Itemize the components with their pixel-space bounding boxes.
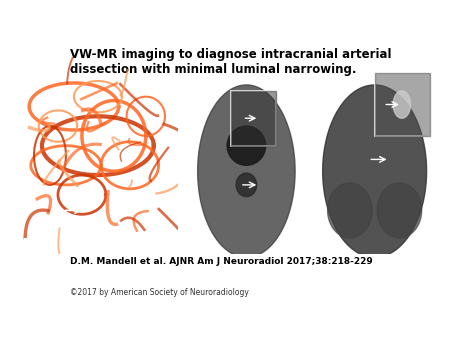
Polygon shape: [231, 91, 276, 146]
Text: A: A: [21, 238, 30, 248]
Polygon shape: [393, 91, 410, 118]
Polygon shape: [323, 85, 427, 258]
Text: AINR: AINR: [298, 291, 373, 315]
Polygon shape: [236, 173, 256, 197]
Text: VW-MR imaging to diagnose intracranial arterial dissection with minimal luminal : VW-MR imaging to diagnose intracranial a…: [70, 48, 392, 76]
Polygon shape: [227, 126, 266, 165]
Bar: [231, 91, 276, 146]
Polygon shape: [377, 183, 422, 238]
Text: AMERICAN JOURNAL OF NEURORADIOLOGY: AMERICAN JOURNAL OF NEURORADIOLOGY: [283, 318, 388, 323]
Text: B: B: [185, 238, 193, 248]
Polygon shape: [328, 183, 372, 238]
Polygon shape: [374, 73, 430, 136]
Polygon shape: [198, 85, 295, 258]
Bar: [374, 73, 430, 136]
Text: D.M. Mandell et al. AJNR Am J Neuroradiol 2017;38:218-229: D.M. Mandell et al. AJNR Am J Neuroradio…: [70, 257, 373, 266]
Text: ©2017 by American Society of Neuroradiology: ©2017 by American Society of Neuroradiol…: [70, 288, 249, 297]
